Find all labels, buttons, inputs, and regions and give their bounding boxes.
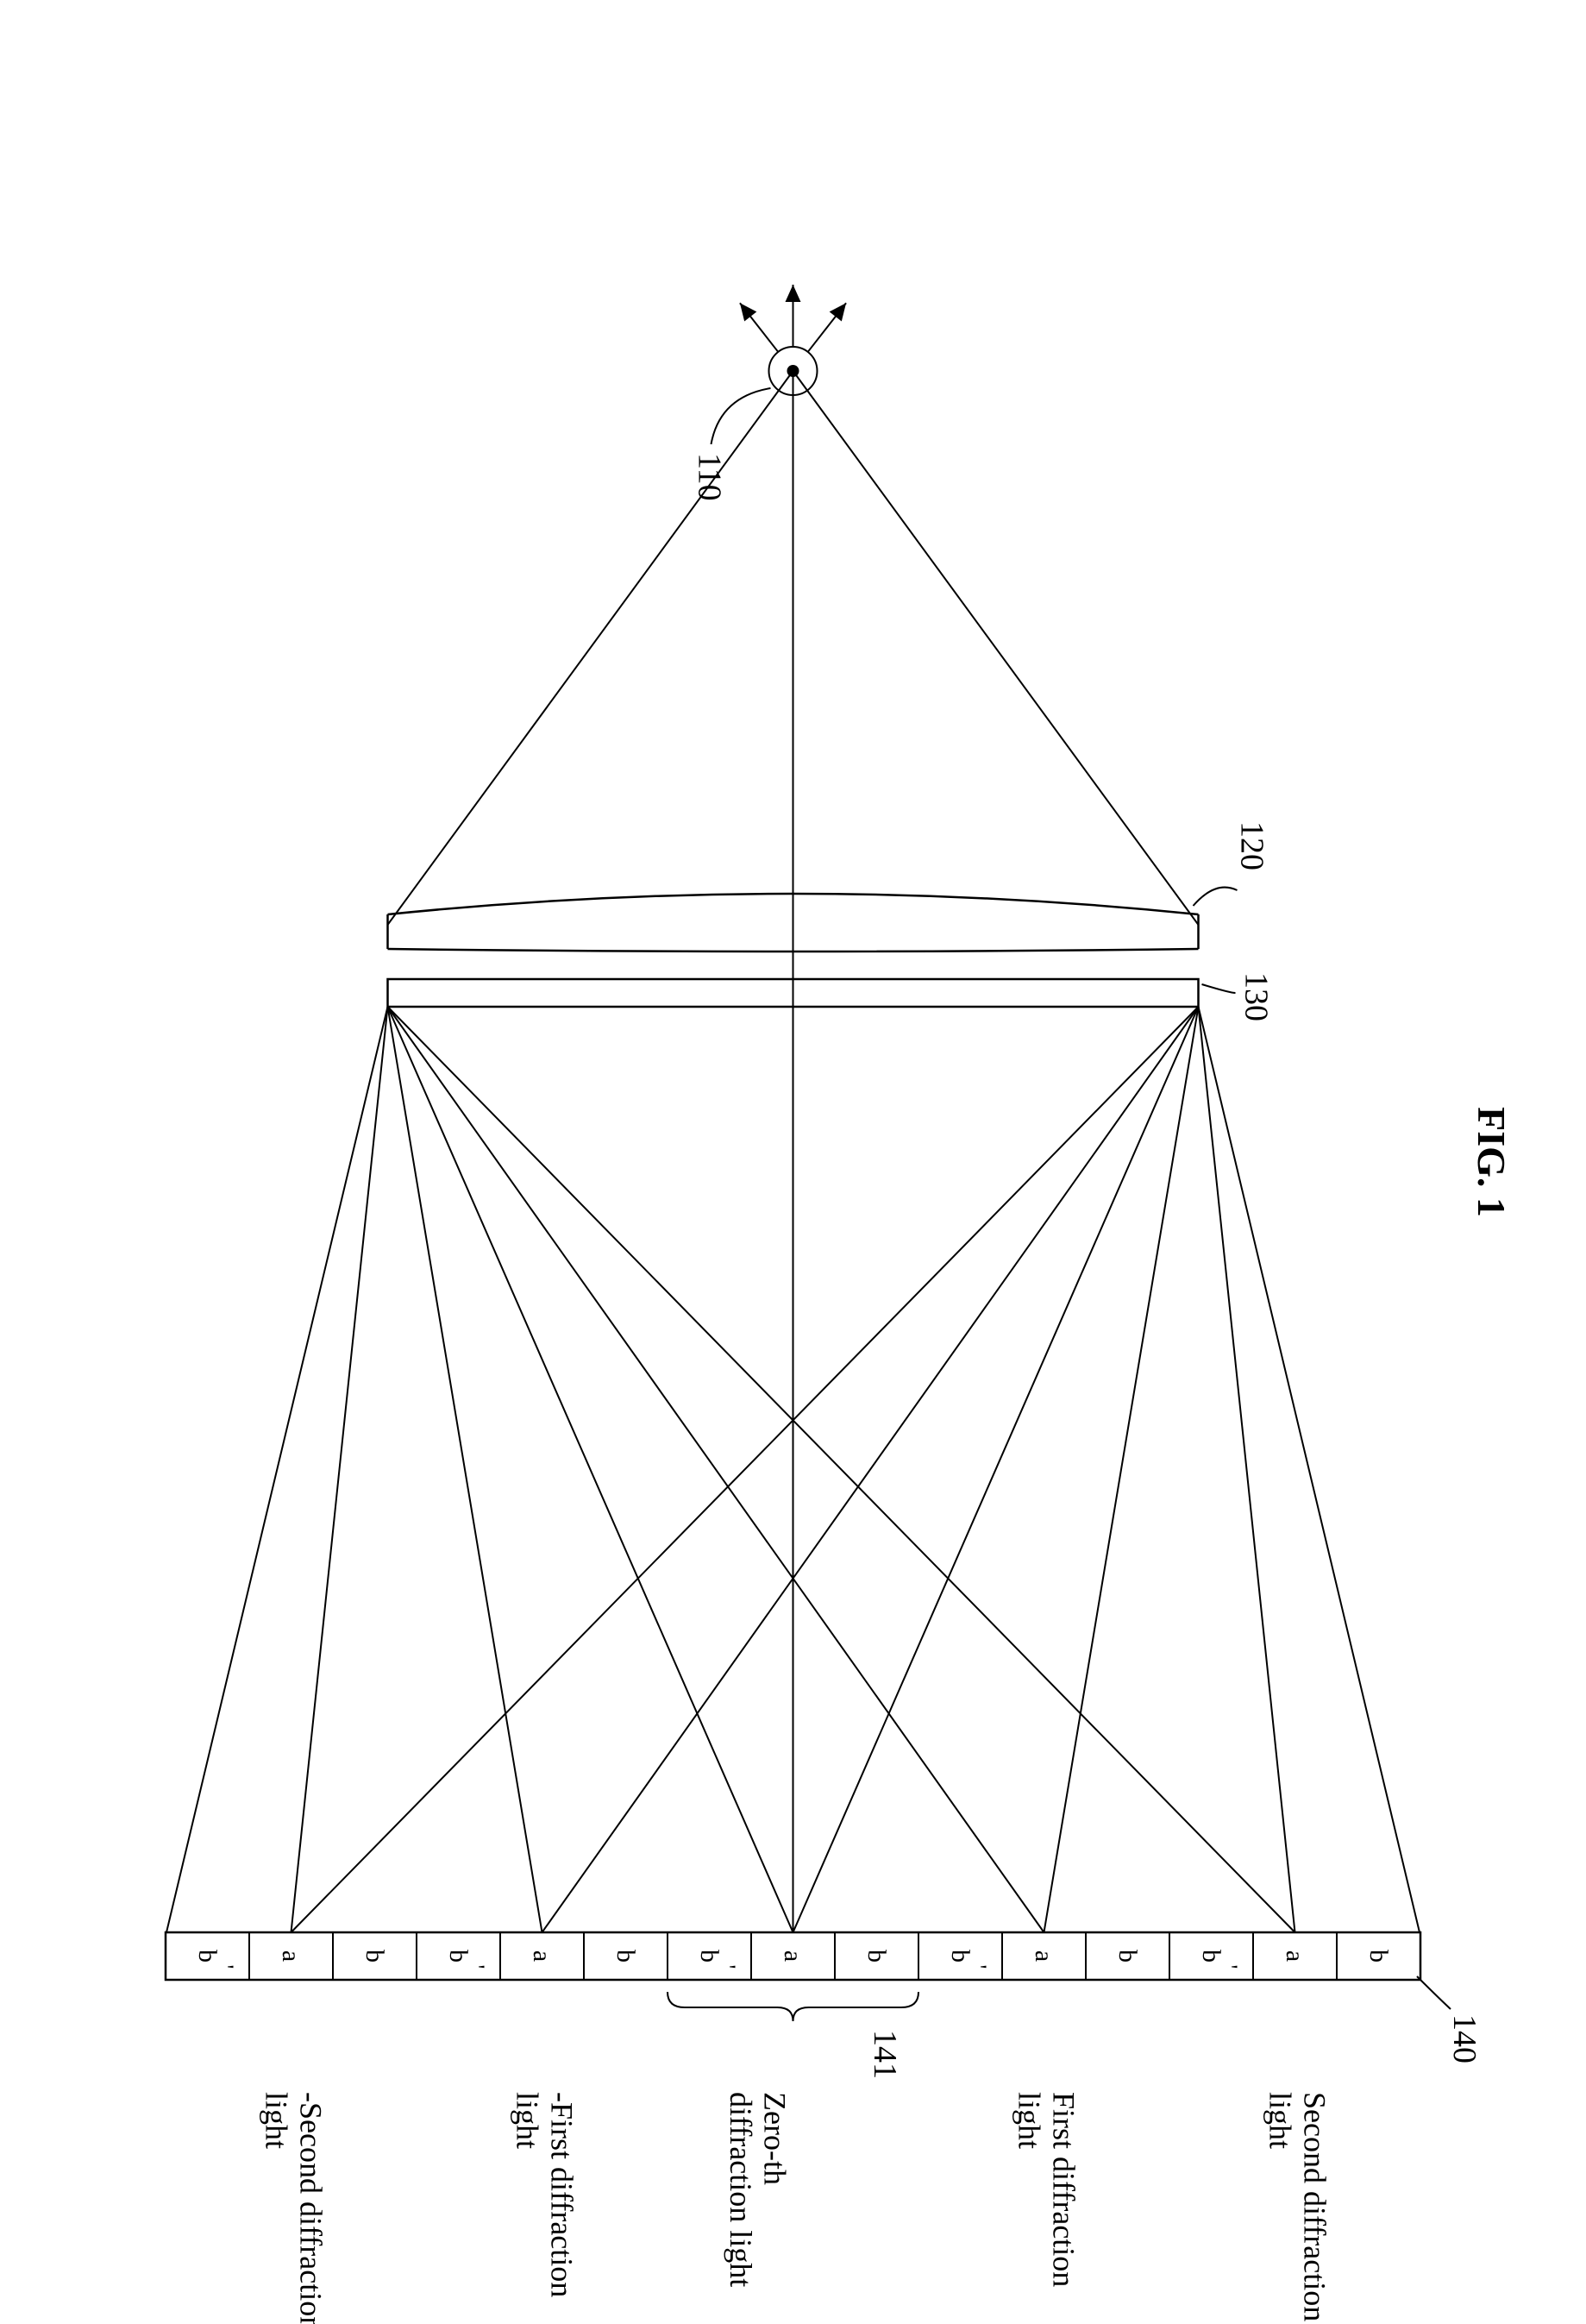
pixel-letter: a [779,1950,807,1962]
pixel-letter: b [444,1950,473,1963]
pixel-letter-prime: ' [966,1965,992,1969]
order-label-line2: diffraction light [724,2092,758,2287]
pixel-letter: b [862,1950,891,1963]
pixel-letter-prime: ' [1217,1965,1243,1969]
order-label-line1: -Second diffraction [293,2092,328,2324]
pixel-letter: b [193,1950,222,1963]
grating: 130 [388,972,1275,1021]
order-label-line1: Zero-th [758,2092,793,2185]
pixel-letter: b [1364,1950,1393,1963]
order-label-line2: light [1263,2092,1298,2149]
pixel-letter: b [1197,1950,1226,1963]
order-label-line2: light [260,2092,294,2149]
ref-130: 130 [1238,972,1275,1021]
source-cone [388,371,1199,1932]
ref-141: 141 [867,2030,903,2079]
pixel-letter: b [360,1950,389,1963]
pixel-letter: a [1281,1950,1309,1962]
pixel-letter: b [946,1950,975,1963]
pixel-letter: b [611,1950,640,1963]
pixel-letter: a [1030,1950,1058,1962]
pixel-letter-prime: ' [715,1965,741,1969]
order-label-line2: light [1012,2092,1047,2149]
pixel-letter: b [1113,1950,1142,1963]
ref-120: 120 [1234,821,1270,870]
pixel-letter-prime: ' [213,1965,239,1969]
detector-array: b a b ' b a b ' b a b ' b a b ' b a b ' 140 141 [166,1932,1483,2079]
pixel-letter: a [528,1950,556,1962]
order-labels: Second diffractionlightFirst diffraction… [260,2092,1332,2324]
order-label-line2: light [511,2092,545,2149]
pixel-letter: a [277,1950,305,1962]
pixel-letter: b [695,1950,724,1963]
order-label-line1: Second diffraction [1297,2092,1332,2321]
point-source: 110 [692,285,847,501]
ref-140: 140 [1446,2014,1483,2063]
order-label-line1: -First diffraction [544,2092,579,2297]
ref-110: 110 [692,453,728,501]
order-label-line1: First diffraction [1046,2092,1081,2287]
pixel-letter-prime: ' [464,1965,490,1969]
figure-title: FIG. 1 [1470,1107,1514,1217]
